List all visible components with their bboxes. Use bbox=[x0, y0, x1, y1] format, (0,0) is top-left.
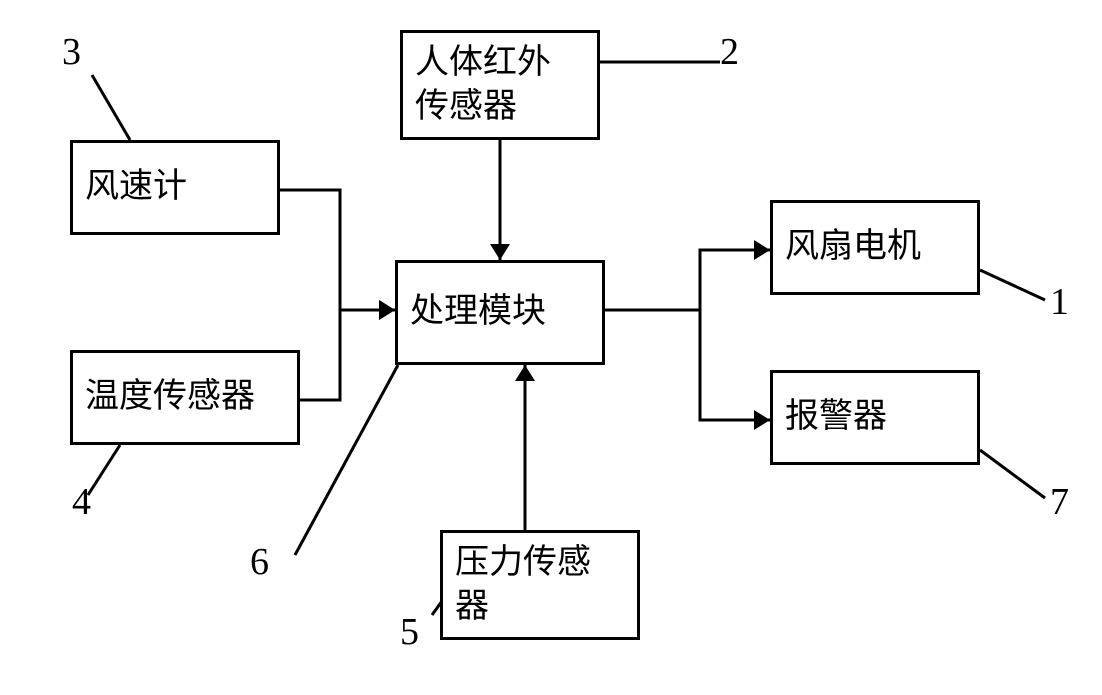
node-label: 风扇电机 bbox=[785, 225, 921, 269]
node-anemometer: 风速计 bbox=[70, 140, 280, 235]
ref-label-1: 1 bbox=[1050, 280, 1069, 324]
node-label: 风速计 bbox=[85, 165, 187, 209]
ref-label-6: 6 bbox=[250, 540, 269, 584]
node-ir_sensor: 人体红外 传感器 bbox=[400, 30, 600, 140]
node-label: 温度传感器 bbox=[85, 375, 255, 419]
node-temp_sensor: 温度传感器 bbox=[70, 350, 300, 445]
ref-label-2: 2 bbox=[720, 30, 739, 74]
node-processor: 处理模块 bbox=[395, 260, 605, 365]
ref-label-7: 7 bbox=[1050, 480, 1069, 524]
ref-label-5: 5 bbox=[400, 610, 419, 654]
node-label: 压力传感 器 bbox=[455, 541, 591, 629]
node-pressure_sensor: 压力传感 器 bbox=[440, 530, 640, 640]
ref-label-3: 3 bbox=[62, 30, 81, 74]
node-label: 人体红外 传感器 bbox=[415, 41, 551, 129]
node-fan_motor: 风扇电机 bbox=[770, 200, 980, 295]
ref-label-4: 4 bbox=[72, 480, 91, 524]
node-label: 处理模块 bbox=[410, 290, 546, 334]
node-alarm: 报警器 bbox=[770, 370, 980, 465]
node-label: 报警器 bbox=[785, 395, 887, 439]
